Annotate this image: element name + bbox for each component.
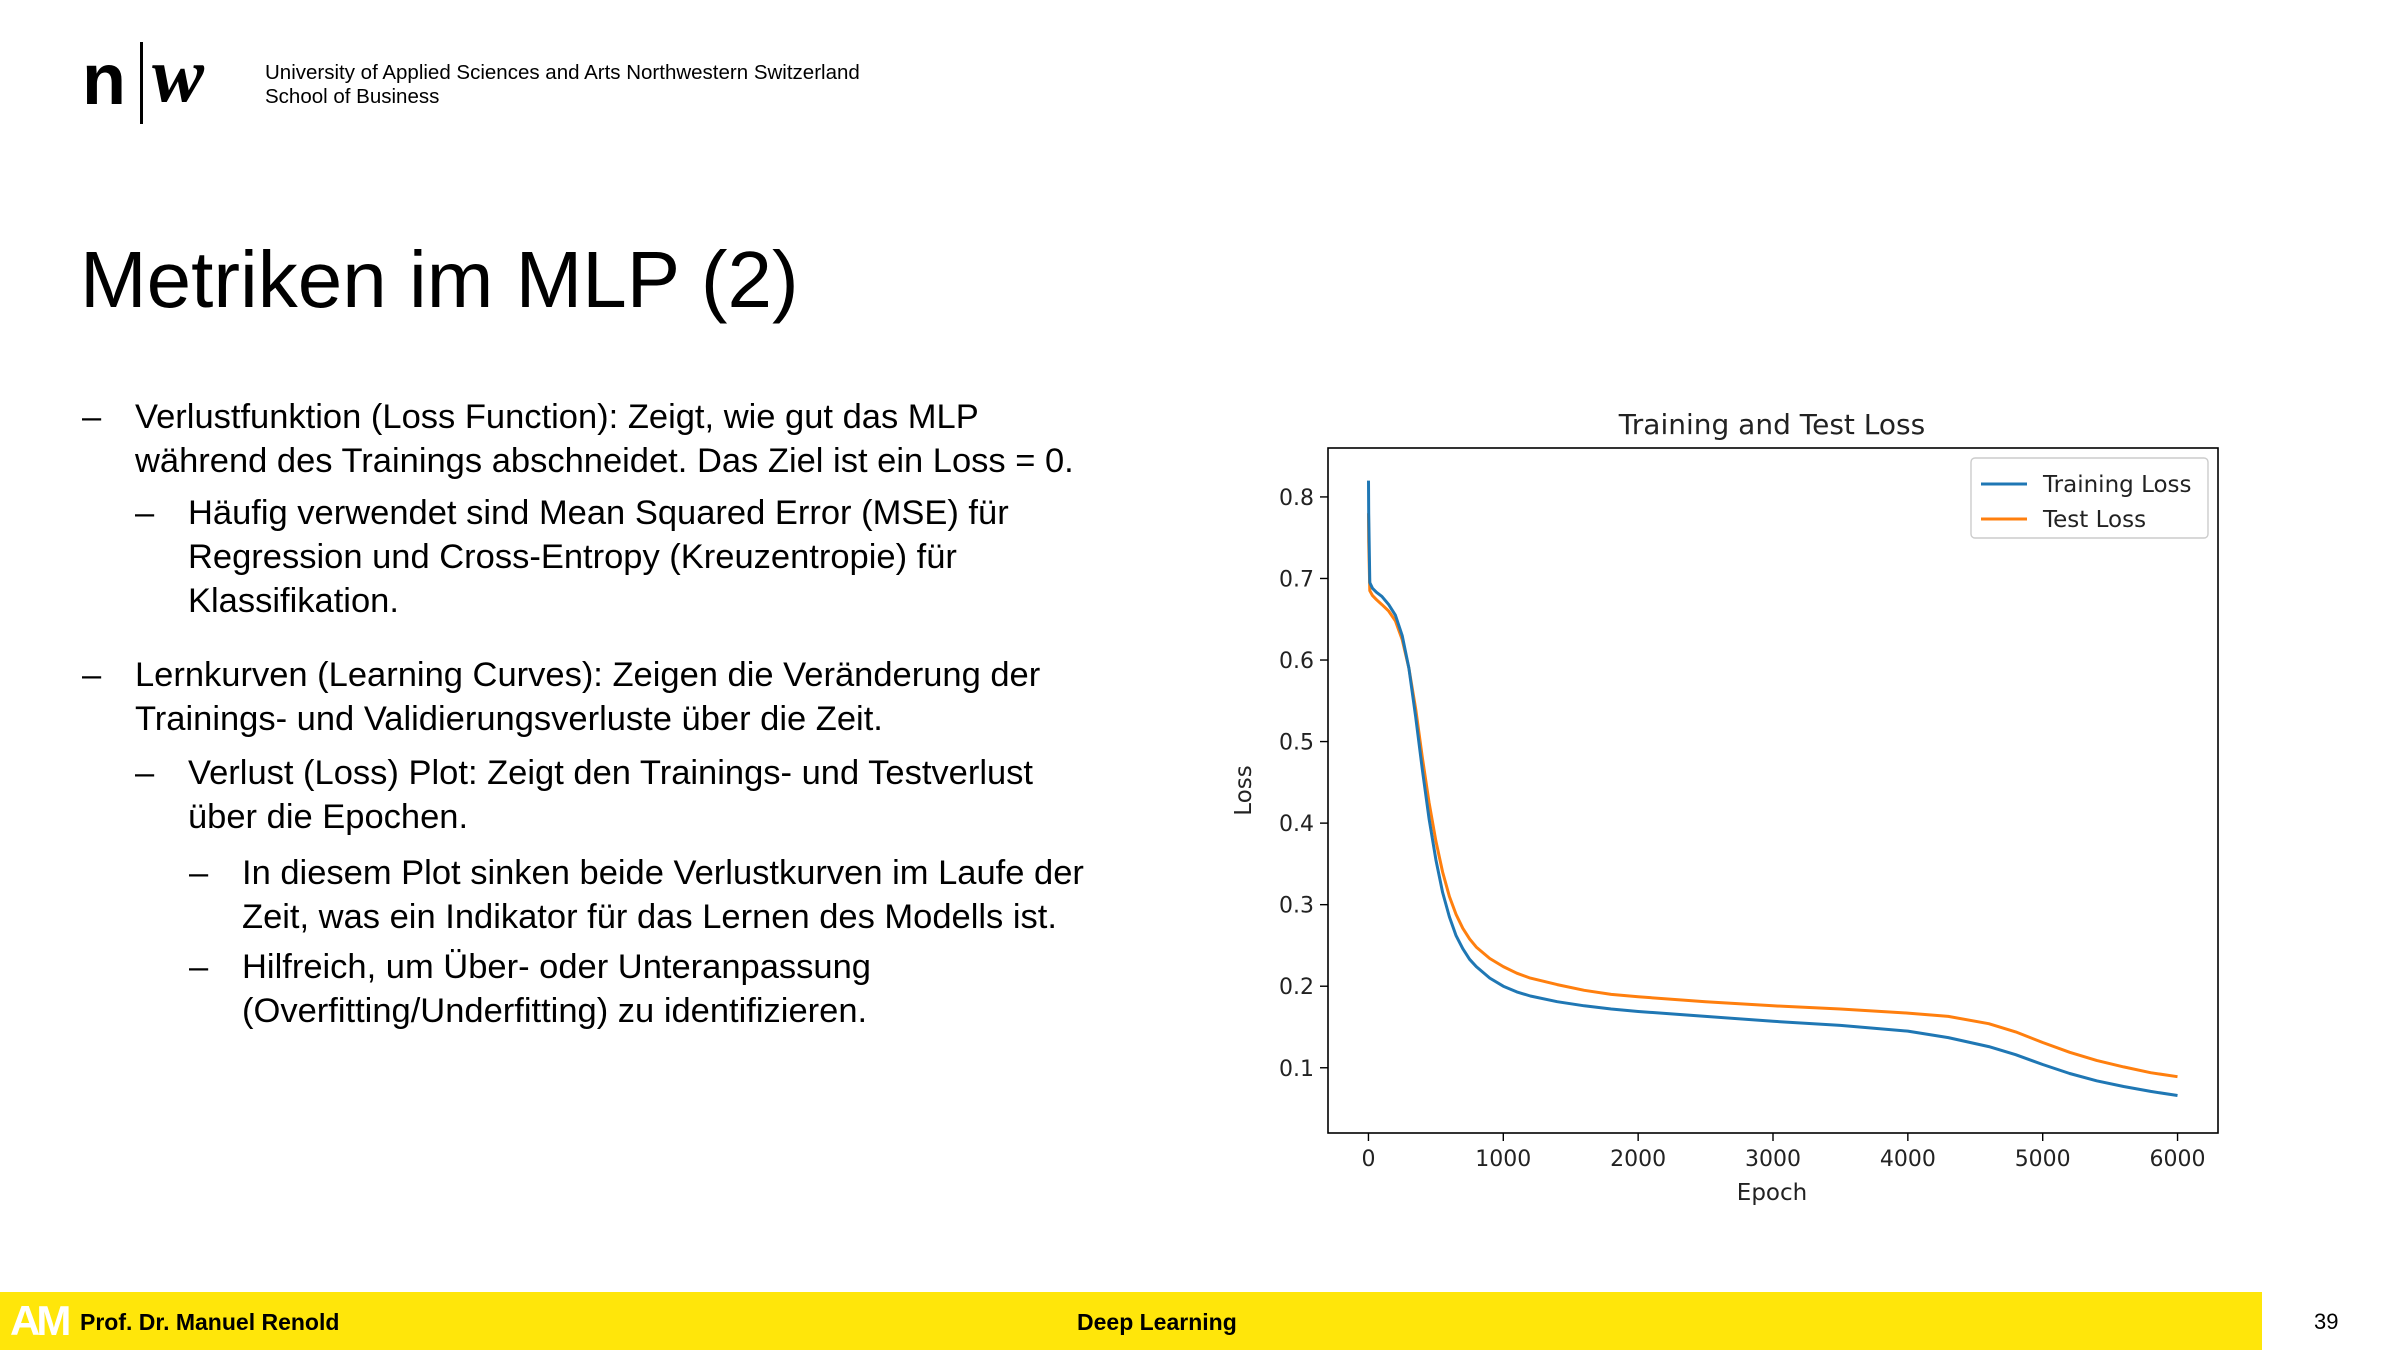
y-tick-label: 0.5 bbox=[1279, 731, 1314, 756]
bullet-item: – Hilfreich, um Über- oder Unteranpassun… bbox=[82, 945, 1182, 1033]
bullet-item: – Verlustfunktion (Loss Function): Zeigt… bbox=[82, 395, 1182, 483]
y-tick-label: 0.7 bbox=[1279, 567, 1314, 592]
bullet-line: Klassifikation. bbox=[188, 582, 399, 620]
bullet-dash: – bbox=[135, 494, 155, 532]
bullet-line: Verlust (Loss) Plot: Zeigt den Trainings… bbox=[188, 754, 1034, 792]
x-tick-label: 1000 bbox=[1475, 1147, 1531, 1172]
y-axis-label: Loss bbox=[1231, 765, 1257, 815]
bullet-line: Hilfreich, um Über- oder Unteranpassung bbox=[242, 948, 871, 986]
legend-box bbox=[1970, 457, 2209, 539]
x-tick-label: 3000 bbox=[1745, 1147, 1801, 1172]
x-tick-label: 0 bbox=[1361, 1147, 1375, 1172]
footer-bar: AM Prof. Dr. Manuel Renold Deep Learning bbox=[0, 1292, 2262, 1350]
bullet-line: während des Trainings abschneidet. Das Z… bbox=[135, 442, 1074, 480]
y-tick-label: 0.3 bbox=[1279, 894, 1314, 919]
bullet-dash: – bbox=[189, 948, 209, 986]
bullet-line: über die Epochen. bbox=[188, 798, 469, 836]
legend-label-test: Test Loss bbox=[2042, 507, 2146, 533]
page-number: 39 bbox=[2314, 1309, 2339, 1334]
bullet-line: Verlustfunktion (Loss Function): Zeigt, … bbox=[135, 398, 979, 436]
bullet-item: – Lernkurven (Learning Curves): Zeigen d… bbox=[82, 653, 1182, 741]
legend-label-training: Training Loss bbox=[2042, 472, 2192, 498]
x-tick-label: 2000 bbox=[1610, 1147, 1666, 1172]
institution-line-1: University of Applied Sciences and Arts … bbox=[265, 61, 860, 84]
lines-layer bbox=[1367, 480, 2178, 1097]
bullet-dash: – bbox=[189, 854, 209, 892]
chart-legend: Training Loss Test Loss bbox=[1970, 457, 2209, 539]
y-tick-label: 0.6 bbox=[1279, 649, 1314, 674]
bullet-line: Trainings- und Validierungsverluste über… bbox=[135, 700, 883, 738]
y-tick-label: 0.4 bbox=[1279, 812, 1314, 837]
bullet-dash: – bbox=[135, 754, 155, 792]
y-tick-label: 0.8 bbox=[1279, 486, 1314, 511]
bullet-list: – Verlustfunktion (Loss Function): Zeigt… bbox=[82, 395, 1182, 1033]
ticks-layer: 0 1000 2000 3000 4000 5000 6000 0.1 0.2 0.3 0.4 0.5… bbox=[1279, 486, 2206, 1172]
x-tick-label: 6000 bbox=[2150, 1147, 2206, 1172]
bullet-item: – Häufig verwendet sind Mean Squared Err… bbox=[82, 491, 1182, 623]
logo-letter-n: n bbox=[82, 40, 126, 120]
slide-title: Metriken im MLP (2) bbox=[80, 235, 799, 324]
logo-letter-w: w bbox=[152, 31, 205, 118]
x-axis-label: Epoch bbox=[1737, 1180, 1807, 1206]
institution-line-2: School of Business bbox=[265, 85, 440, 108]
bullet-item: – In diesem Plot sinken beide Verlustkur… bbox=[82, 851, 1182, 939]
bullet-line: Lernkurven (Learning Curves): Zeigen die… bbox=[135, 656, 1041, 694]
plot-frame bbox=[1327, 447, 2219, 1134]
chart-title: Training and Test Loss bbox=[1618, 408, 1925, 441]
bullet-line: (Overfitting/Underfitting) zu identifizi… bbox=[242, 992, 868, 1030]
y-tick-label: 0.1 bbox=[1279, 1057, 1314, 1082]
loss-chart: Training and Test Loss Epoch Loss 0 1000 2… bbox=[1231, 408, 2219, 1206]
bullet-line: In diesem Plot sinken beide Verlustkurve… bbox=[242, 854, 1084, 892]
institution-name: University of Applied Sciences and Arts … bbox=[265, 61, 860, 109]
y-tick-label: 0.2 bbox=[1279, 975, 1314, 1000]
x-tick-label: 5000 bbox=[2015, 1147, 2071, 1172]
bullet-item: – Verlust (Loss) Plot: Zeigt den Trainin… bbox=[82, 751, 1182, 839]
bullet-line: Zeit, was ein Indikator für das Lernen d… bbox=[242, 898, 1057, 936]
author-logo: AM bbox=[10, 1297, 71, 1344]
series-line-test-loss bbox=[1367, 513, 2178, 1079]
logo-divider bbox=[140, 42, 143, 124]
bullet-line: Regression und Cross-Entropy (Kreuzentro… bbox=[188, 538, 957, 576]
bullet-dash: – bbox=[82, 398, 102, 436]
fhnw-logo: n w bbox=[82, 36, 232, 126]
series-line-training-loss bbox=[1367, 480, 2178, 1097]
x-tick-label: 4000 bbox=[1880, 1147, 1936, 1172]
bullet-dash: – bbox=[82, 656, 102, 694]
footer-course: Deep Learning bbox=[1077, 1309, 1237, 1335]
bullet-line: Häufig verwendet sind Mean Squared Error… bbox=[188, 494, 1009, 532]
footer-author: Prof. Dr. Manuel Renold bbox=[80, 1309, 340, 1335]
